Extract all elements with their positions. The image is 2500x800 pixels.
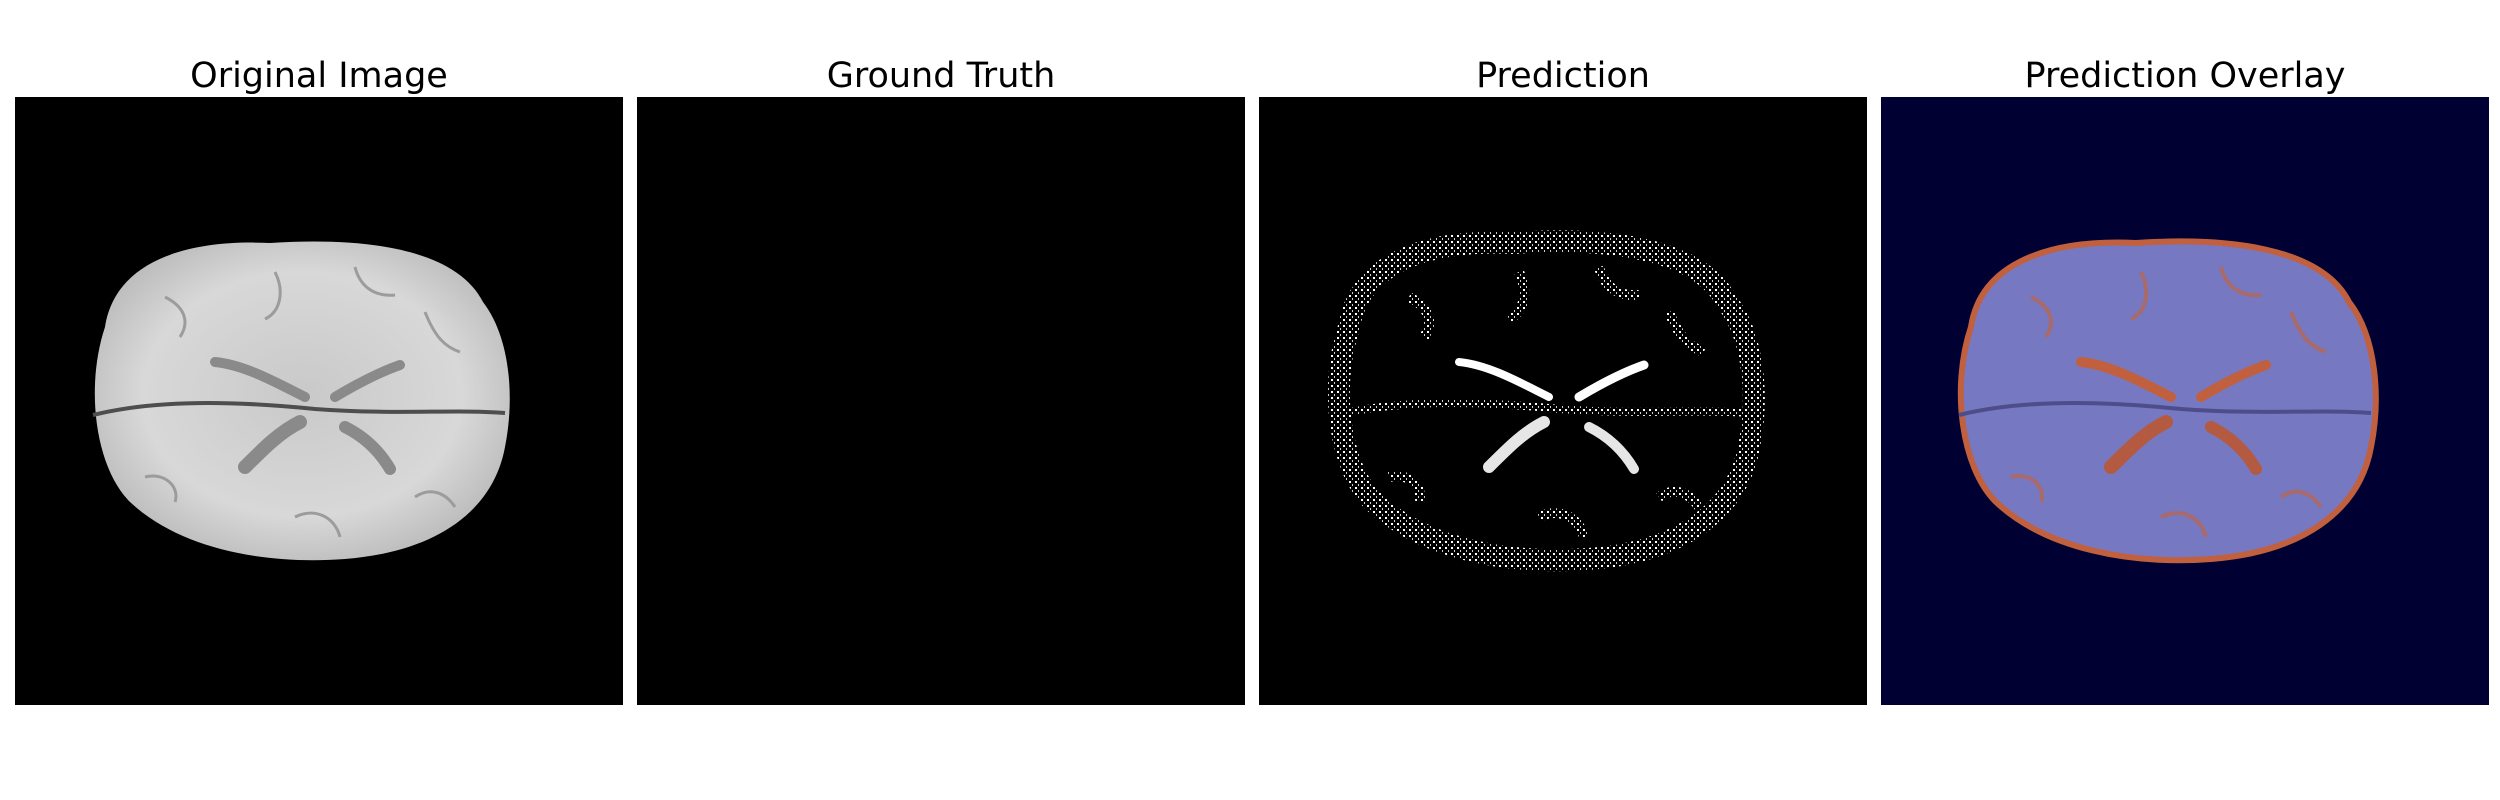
panel-title: Ground Truth [826,56,1056,96]
panel-title: Prediction Overlay [2024,56,2346,96]
brain-outline-speckle [1327,230,1765,572]
prediction-overlay-image [1881,97,2489,705]
panel-prediction: Prediction [1259,0,1867,800]
original-mri-image [15,97,623,705]
original-mri-svg [15,97,623,705]
prediction-overlay-svg [1881,97,2489,705]
panel-original-image: Original Image [15,0,623,800]
panel-ground-truth: Ground Truth [637,0,1245,800]
prediction-image [1259,97,1867,705]
panel-prediction-overlay: Prediction Overlay [1881,0,2489,800]
prediction-svg [1259,97,1867,705]
ground-truth-svg [637,97,1245,705]
panel-title: Prediction [1476,56,1650,96]
panel-title: Original Image [190,56,448,96]
ground-truth-image [637,97,1245,705]
